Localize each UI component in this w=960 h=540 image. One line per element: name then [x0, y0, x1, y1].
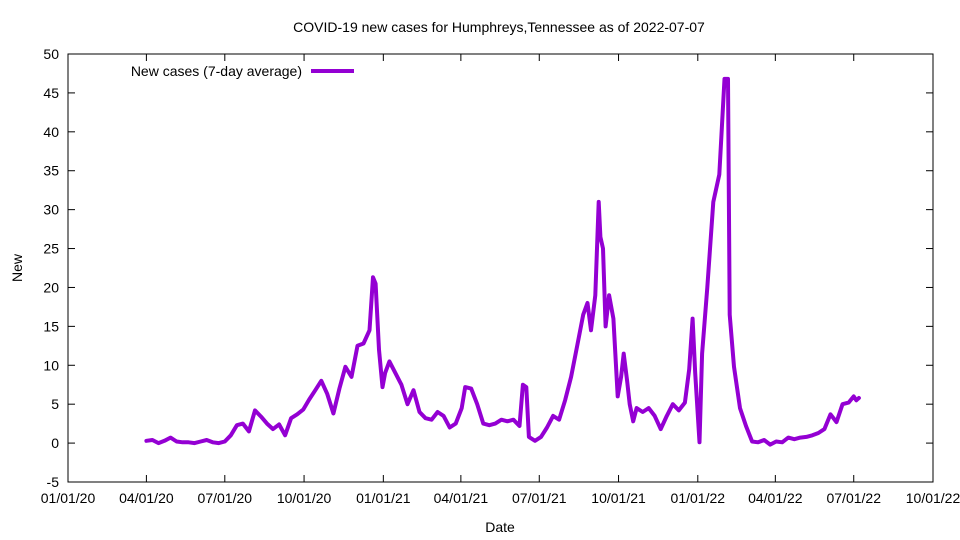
x-axis-label: Date [485, 519, 515, 535]
x-tick-label: 04/01/21 [434, 490, 489, 506]
x-axis: 01/01/20 04/01/20 07/01/20 10/01/20 01/01/21… [41, 54, 960, 506]
x-tick-label: 07/01/20 [198, 490, 253, 506]
y-tick-label: 15 [43, 318, 59, 334]
y-tick-label: 50 [43, 46, 59, 62]
x-tick-label: 10/01/21 [591, 490, 646, 506]
y-tick-label: 0 [51, 435, 59, 451]
legend: New cases (7-day average) [131, 63, 354, 79]
plot-frame [67, 53, 934, 483]
y-tick-label: 40 [43, 124, 59, 140]
series-line [144, 76, 861, 447]
y-axis: -5 0 5 10 15 20 25 30 35 40 45 50 [43, 46, 933, 490]
x-tick-label: 01/01/21 [356, 490, 411, 506]
y-tick-label: 25 [43, 241, 59, 257]
series-layer [144, 76, 861, 447]
chart-title: COVID-19 new cases for Humphreys,Tenness… [293, 19, 705, 35]
y-tick-label: -5 [47, 474, 60, 490]
y-tick-label: 30 [43, 202, 59, 218]
y-tick-label: 5 [51, 396, 59, 412]
x-tick-label: 04/01/22 [748, 490, 803, 506]
y-tick-label: 10 [43, 357, 59, 373]
x-tick-label: 01/01/22 [671, 490, 726, 506]
y-tick-label: 45 [43, 85, 59, 101]
x-tick-label: 07/01/22 [826, 490, 881, 506]
x-tick-label: 01/01/20 [41, 490, 96, 506]
y-axis-label: New [9, 253, 25, 282]
x-tick-label: 07/01/21 [512, 490, 567, 506]
legend-label: New cases (7-day average) [131, 63, 302, 79]
x-tick-label: 04/01/20 [119, 490, 174, 506]
x-tick-label: 10/01/20 [277, 490, 332, 506]
x-tick-label: 10/01/22 [906, 490, 960, 506]
y-tick-label: 20 [43, 279, 59, 295]
y-tick-label: 35 [43, 163, 59, 179]
